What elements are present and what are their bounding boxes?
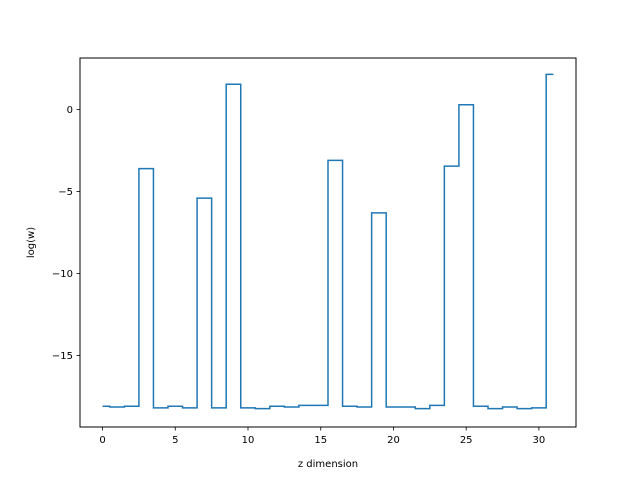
series-line-0 (102, 73, 554, 410)
x-tick-label: 25 (460, 435, 473, 446)
x-axis-ticks: 0 5 10 15 20 25 30 (99, 427, 545, 446)
y-tick-label: −10 (52, 269, 73, 280)
x-tick-label: 5 (172, 435, 178, 446)
axes-frame (79, 57, 577, 428)
x-tick-label: 30 (533, 435, 546, 446)
y-tick-label: −5 (58, 187, 73, 198)
x-tick-label: 10 (242, 435, 255, 446)
x-axis-label: z dimension (298, 459, 358, 470)
plot-area (102, 73, 554, 410)
y-tick-label: −15 (52, 351, 73, 362)
y-axis-ticks: 0 −5 −10 −15 (52, 105, 80, 362)
y-tick-label: 0 (67, 105, 73, 116)
x-tick-label: 15 (314, 435, 327, 446)
x-tick-label: 0 (99, 435, 105, 446)
x-tick-label: 20 (387, 435, 400, 446)
y-axis-label: log(w) (26, 227, 37, 258)
